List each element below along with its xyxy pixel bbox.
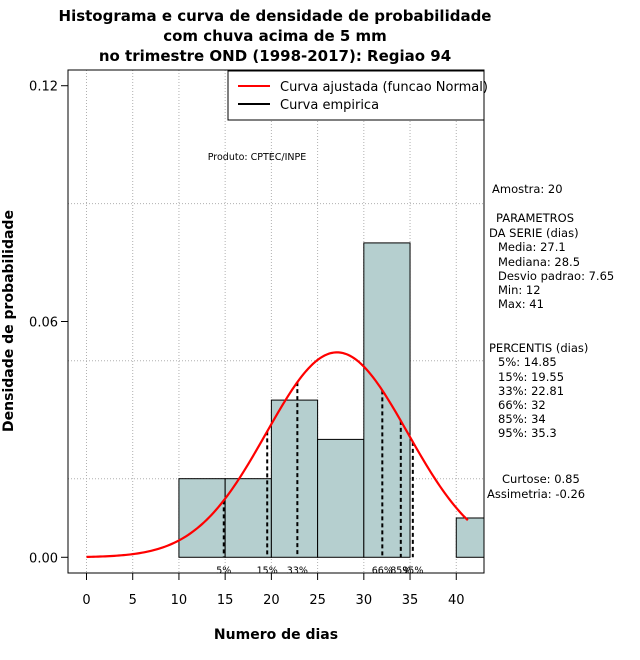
- histogram-bar: [317, 438, 365, 558]
- stat-p5: 5%: 14.85: [498, 355, 557, 369]
- produto-label: Produto: CPTEC/INPE: [208, 152, 307, 163]
- stat-p15: 15%: 19.55: [498, 370, 564, 384]
- histogram-bar: [455, 517, 485, 558]
- stat-parametros-title-1: PARAMETROS: [496, 211, 574, 225]
- percentile-label: 85%: [390, 565, 411, 576]
- x-tick-label: 40: [448, 593, 465, 608]
- stat-min: Min: 12: [498, 283, 541, 297]
- percentile-label: 33%: [287, 565, 308, 576]
- side-statistics: Amostra: 20 PARAMETROS DA SERIE (dias) M…: [487, 182, 614, 501]
- x-tick-label: 0: [82, 593, 90, 608]
- stat-max: Max: 41: [498, 297, 544, 311]
- stat-p95: 95%: 35.3: [498, 426, 557, 440]
- stat-assimetria: Assimetria: -0.26: [487, 487, 585, 501]
- chart-title-line-3: no trimestre OND (1998-2017): Regiao 94: [99, 47, 451, 65]
- x-tick-label: 10: [171, 593, 188, 608]
- stat-media: Media: 27.1: [498, 240, 566, 254]
- histogram-bar: [270, 399, 319, 558]
- percentile-label: 66%: [372, 565, 393, 576]
- y-tick-label: 0.12: [29, 80, 58, 95]
- percentile-label: 5%: [216, 565, 231, 576]
- legend: Curva ajustada (funcao Normal) Curva emp…: [227, 70, 488, 121]
- percentile-label: 15%: [257, 565, 278, 576]
- stat-curtose: Curtose: 0.85: [502, 472, 580, 486]
- x-axis: 0 5 10 15 20 25 30 35 40: [82, 572, 465, 608]
- histogram-bar: [178, 478, 226, 558]
- x-tick-label: 25: [309, 593, 326, 608]
- stat-p66: 66%: 32: [498, 398, 546, 412]
- percentile-lines: 5% 15% 33% 66%85%95%: [216, 382, 423, 576]
- x-tick-label: 30: [356, 593, 373, 608]
- x-tick-label: 35: [402, 593, 419, 608]
- stat-amostra: Amostra: 20: [492, 182, 563, 196]
- fitted-curve-layer: [86, 351, 469, 558]
- x-tick-label: 15: [217, 593, 234, 608]
- legend-empirical-label: Curva empirica: [280, 98, 379, 113]
- x-axis-title: Numero de dias: [214, 627, 338, 643]
- fitted-normal-curve: [86, 351, 469, 558]
- chart-title-line-2: com chuva acima de 5 mm: [163, 27, 387, 45]
- percentile-label: 95%: [402, 565, 423, 576]
- stat-mediana: Mediana: 28.5: [498, 255, 580, 269]
- stat-desvio: Desvio padrao: 7.65: [498, 269, 614, 283]
- x-tick-label: 5: [129, 593, 137, 608]
- stat-p85: 85%: 34: [498, 412, 546, 426]
- histogram-bar: [363, 242, 411, 558]
- y-tick-label: 0.06: [29, 316, 58, 331]
- legend-box: [227, 70, 485, 121]
- histogram-bar: [224, 478, 272, 558]
- chart-title-line-1: Histograma e curva de densidade de proba…: [59, 7, 492, 25]
- y-tick-label: 0.00: [29, 551, 58, 566]
- y-axis: 0.00 0.06 0.12: [29, 80, 69, 566]
- stat-p33: 33%: 22.81: [498, 384, 564, 398]
- stat-percentis-title: PERCENTIS (dias): [489, 341, 588, 355]
- y-axis-title: Densidade de probabilidade: [1, 210, 17, 432]
- histogram-bars: [178, 242, 485, 558]
- legend-fitted-label: Curva ajustada (funcao Normal): [280, 80, 488, 95]
- stat-parametros-title-2: DA SERIE (dias): [489, 226, 579, 240]
- x-tick-label: 20: [263, 593, 280, 608]
